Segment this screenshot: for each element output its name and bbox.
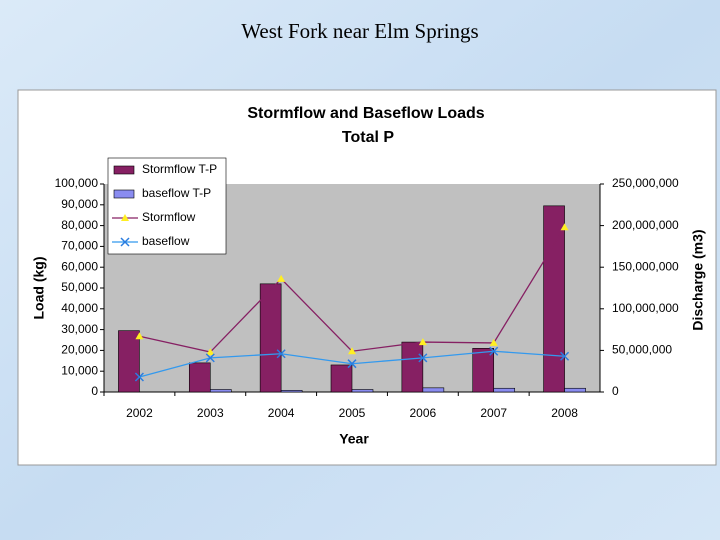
line-marker	[489, 338, 498, 346]
bar	[493, 387, 516, 393]
y-tick-label: 90,000	[61, 197, 98, 211]
x-tick-label: 2002	[126, 406, 153, 420]
bar	[543, 205, 565, 393]
line-marker	[348, 347, 356, 355]
y2-tick-label: 150,000,000	[612, 259, 679, 273]
y2-tick-label: 50,000,000	[612, 343, 672, 357]
line-marker	[277, 274, 286, 282]
x-tick-label: 2003	[197, 406, 224, 420]
line-marker	[121, 214, 129, 221]
bar	[351, 389, 374, 393]
line-marker	[347, 359, 357, 369]
legend-label: Stormflow T-P	[142, 162, 217, 176]
y-tick-label: 40,000	[61, 301, 98, 315]
line-marker	[206, 348, 215, 356]
bar	[259, 283, 282, 393]
y2-tick-label: 0	[612, 384, 619, 398]
line-marker	[134, 372, 144, 382]
y2-tick-label: 250,000,000	[612, 176, 679, 190]
legend-swatch	[113, 189, 135, 199]
bar	[422, 387, 445, 393]
y-axis-title: Load (kg)	[31, 257, 47, 320]
line-marker	[489, 346, 499, 356]
legend-label: baseflow	[142, 234, 190, 248]
y-tick-label: 10,000	[61, 363, 98, 377]
x-tick-label: 2008	[551, 406, 578, 420]
line-marker	[120, 237, 130, 247]
y2-tick-label: 200,000,000	[612, 218, 679, 232]
x-tick-label: 2005	[339, 406, 366, 420]
line-marker	[205, 353, 215, 363]
y2-axis-title: Discharge (m3)	[690, 229, 706, 330]
x-axis-title: Year	[339, 431, 369, 447]
line-marker	[276, 349, 286, 359]
line-marker	[418, 353, 428, 363]
y-tick-label: 100,000	[55, 176, 99, 190]
bar	[188, 362, 211, 393]
y-tick-label: 20,000	[61, 343, 98, 357]
x-tick-label: 2007	[480, 406, 507, 420]
x-tick-label: 2006	[410, 406, 437, 420]
line-marker	[560, 223, 569, 231]
legend-label: Stormflow	[142, 210, 196, 224]
bar	[472, 348, 495, 393]
slide-title: West Fork near Elm Springs	[241, 19, 478, 43]
bar	[330, 364, 353, 393]
legend-label: baseflow T-P	[142, 186, 211, 200]
x-tick-label: 2004	[268, 406, 295, 420]
bar	[209, 389, 232, 393]
chart-title: Stormflow and Baseflow Loads	[247, 105, 484, 122]
bar	[118, 330, 140, 393]
line-marker	[560, 351, 570, 361]
bar	[401, 341, 424, 393]
y-tick-label: 80,000	[61, 218, 98, 232]
y-tick-label: 30,000	[61, 322, 98, 336]
y2-tick-label: 100,000,000	[612, 301, 679, 315]
chart-subtitle: Total P	[342, 129, 394, 146]
bar	[564, 387, 586, 393]
y-tick-label: 0	[91, 384, 98, 398]
y-tick-label: 70,000	[61, 239, 98, 253]
legend-swatch	[113, 165, 135, 175]
line-marker	[135, 332, 144, 340]
y-tick-label: 50,000	[61, 280, 98, 294]
bar	[280, 390, 303, 393]
y-tick-label: 60,000	[61, 259, 98, 273]
line-marker	[418, 338, 427, 346]
